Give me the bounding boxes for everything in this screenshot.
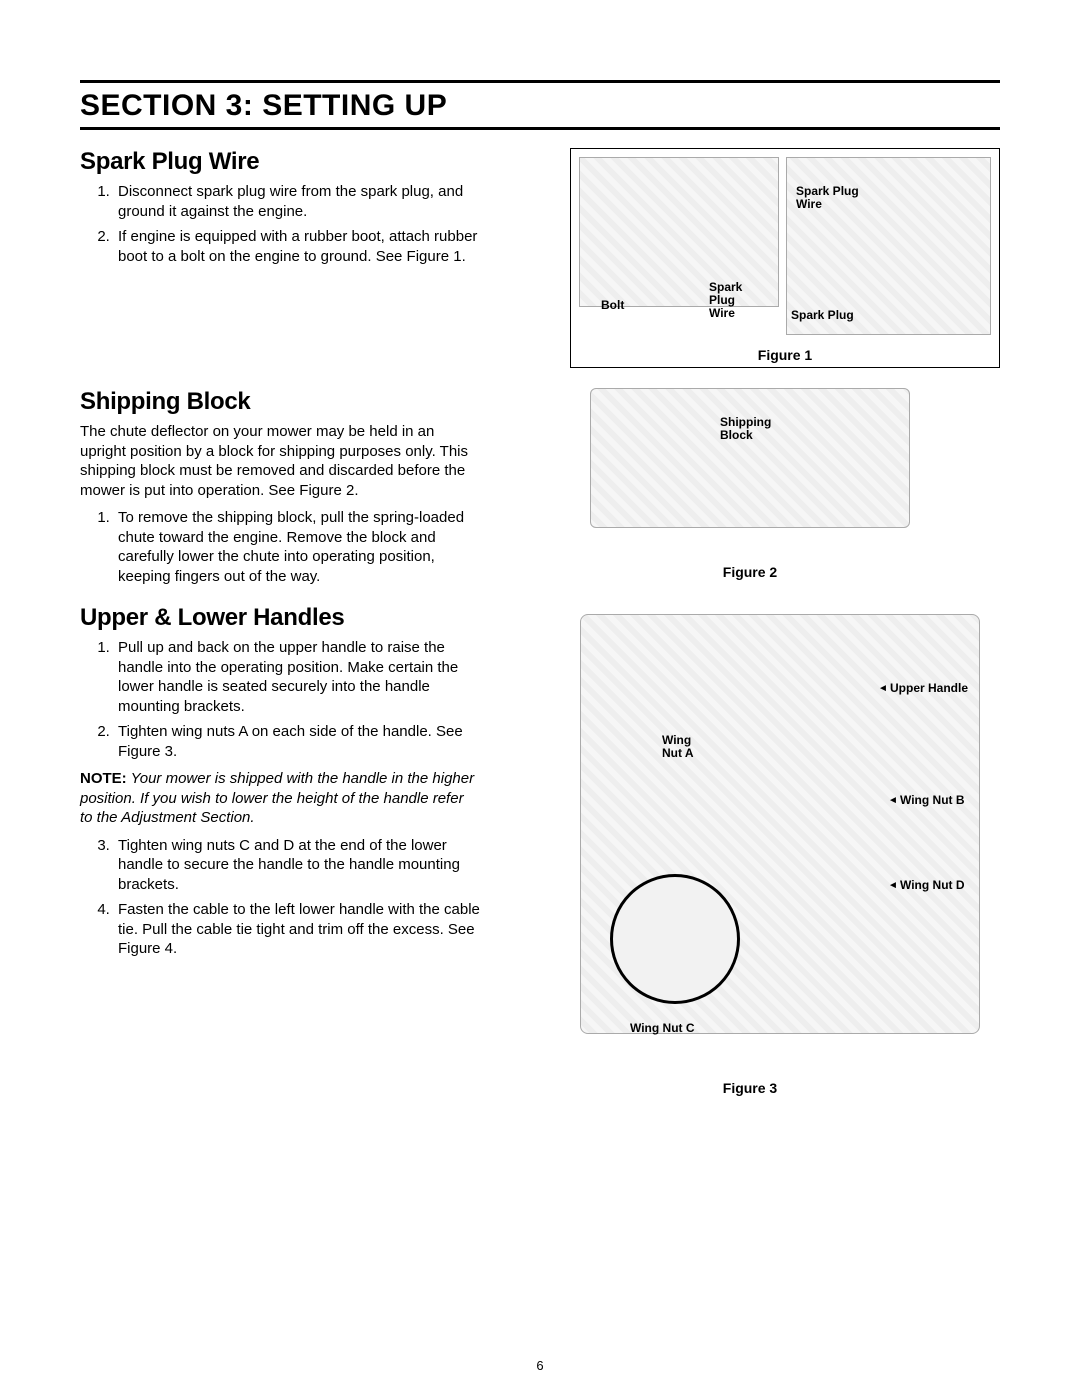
handles-item-1: Pull up and back on the upper handle to … [114,638,480,716]
shipping-list: To remove the shipping block, pull the s… [80,508,480,586]
label-wing-nut-d: Wing Nut D [900,879,965,892]
spark-heading: Spark Plug Wire [80,148,480,176]
handles-list-a: Pull up and back on the upper handle to … [80,638,480,761]
label-wing-nut-c: Wing Nut C [630,1022,695,1035]
note-text: Your mower is shipped with the handle in… [80,770,474,826]
engine-left-illustration [579,157,779,307]
spark-list: Disconnect spark plug wire from the spar… [80,182,480,266]
shipping-item-1: To remove the shipping block, pull the s… [114,508,480,586]
figure-3-wrap: Upper Handle Wing Nut A Wing Nut B Wing … [570,604,1000,1074]
handles-list-b: Tighten wing nuts C and D at the end of … [80,836,480,959]
figure-2-caption: Figure 2 [500,564,1000,580]
handles-item-2: Tighten wing nuts A on each side of the … [114,722,480,761]
figure-3-caption: Figure 3 [500,1080,1000,1096]
label-spark-plug: Spark Plug [791,309,854,322]
page-number: 6 [0,1358,1080,1373]
figure-1-caption: Figure 1 [571,347,999,363]
shipping-block-illustration [590,388,910,528]
section-title: SECTION 3: SETTING UP [80,80,1000,130]
shipping-intro: The chute deflector on your mower may be… [80,422,480,500]
label-bolt: Bolt [601,299,624,312]
handles-note: NOTE: Your mower is shipped with the han… [80,769,480,828]
spark-item-1: Disconnect spark plug wire from the spar… [114,182,480,221]
fig3-col: Upper Handle Wing Nut A Wing Nut B Wing … [500,604,1000,1096]
label-shipping-block: Shipping Block [720,416,771,442]
shipping-text-col: Shipping Block The chute deflector on yo… [80,388,480,592]
wing-nut-detail-circle [610,874,740,1004]
row-spark-plug: Spark Plug Wire Disconnect spark plug wi… [80,148,1000,368]
label-wing-nut-a: Wing Nut A [662,734,694,760]
row-handles: Upper & Lower Handles Pull up and back o… [80,604,1000,1096]
label-spark-plug-wire-right: Spark Plug Wire [796,185,859,211]
label-upper-handle: Upper Handle [890,682,968,695]
label-wing-nut-b: Wing Nut B [900,794,965,807]
spark-item-2: If engine is equipped with a rubber boot… [114,227,480,266]
note-label: NOTE: [80,770,127,787]
figure-2-wrap: Shipping Block [570,388,930,558]
fig2-col: Shipping Block Figure 2 [500,388,1000,592]
handles-item-3: Tighten wing nuts C and D at the end of … [114,836,480,895]
shipping-heading: Shipping Block [80,388,480,416]
handles-text-col: Upper & Lower Handles Pull up and back o… [80,604,480,1096]
figure-1-box: Bolt Spark Plug Wire Spark Plug Wire Spa… [570,148,1000,368]
handles-heading: Upper & Lower Handles [80,604,480,632]
spark-text-col: Spark Plug Wire Disconnect spark plug wi… [80,148,480,368]
row-shipping: Shipping Block The chute deflector on yo… [80,388,1000,592]
fig1-col: Bolt Spark Plug Wire Spark Plug Wire Spa… [500,148,1000,368]
handles-item-4: Fasten the cable to the left lower handl… [114,900,480,959]
label-spark-plug-wire-left: Spark Plug Wire [709,281,742,321]
